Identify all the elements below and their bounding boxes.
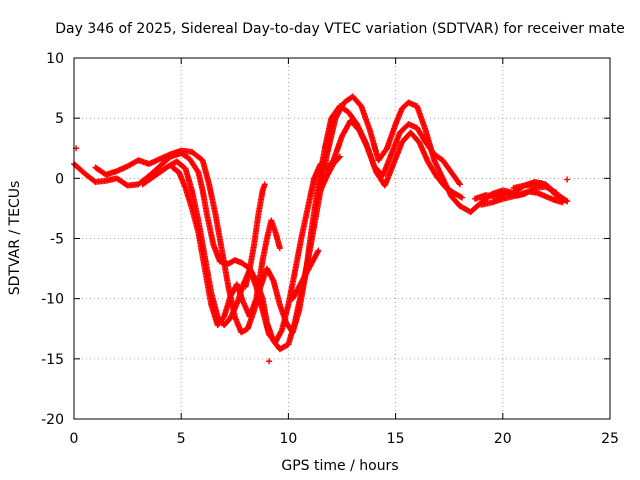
data-point <box>336 153 343 160</box>
chart-title: Day 346 of 2025, Sidereal Day-to-day VTE… <box>55 21 625 37</box>
x-tick-label: 15 <box>387 431 405 447</box>
series-track-d <box>169 164 283 329</box>
series-track-a <box>71 93 571 353</box>
y-tick-label: 10 <box>46 51 64 67</box>
y-tick-label: -5 <box>50 232 64 248</box>
x-tick-label: 5 <box>177 431 186 447</box>
series-track-j <box>510 180 571 205</box>
series-track-g <box>317 153 343 194</box>
x-axis-label: GPS time / hours <box>281 458 398 474</box>
series-track-f <box>289 247 322 302</box>
x-tick-label: 0 <box>70 431 79 447</box>
data-point <box>315 247 322 254</box>
x-tick-label: 25 <box>601 431 619 447</box>
data-point <box>261 181 268 188</box>
data-point <box>564 198 571 205</box>
data-points <box>71 93 571 365</box>
outlier-point <box>266 358 273 365</box>
y-tick-label: 5 <box>55 111 64 127</box>
y-tick-label: -20 <box>41 412 64 428</box>
data-point <box>456 181 463 188</box>
y-tick-label: -10 <box>41 292 64 308</box>
data-point <box>276 245 283 252</box>
series-track-e <box>242 181 268 290</box>
outlier-point <box>564 176 571 183</box>
outlier-points <box>73 145 571 365</box>
data-point <box>456 180 463 187</box>
x-tick-label: 20 <box>494 431 512 447</box>
series-track-c <box>139 117 466 345</box>
axis-ticks: 0 5 10 15 20 25 -20 -15 -10 -5 0 5 10 <box>41 51 619 447</box>
data-point <box>335 154 342 161</box>
y-tick-label: -15 <box>41 352 64 368</box>
y-axis-label: SDTVAR / TECUs <box>7 181 23 296</box>
data-point <box>459 194 466 201</box>
x-tick-label: 10 <box>279 431 297 447</box>
y-tick-label: 0 <box>55 171 64 187</box>
